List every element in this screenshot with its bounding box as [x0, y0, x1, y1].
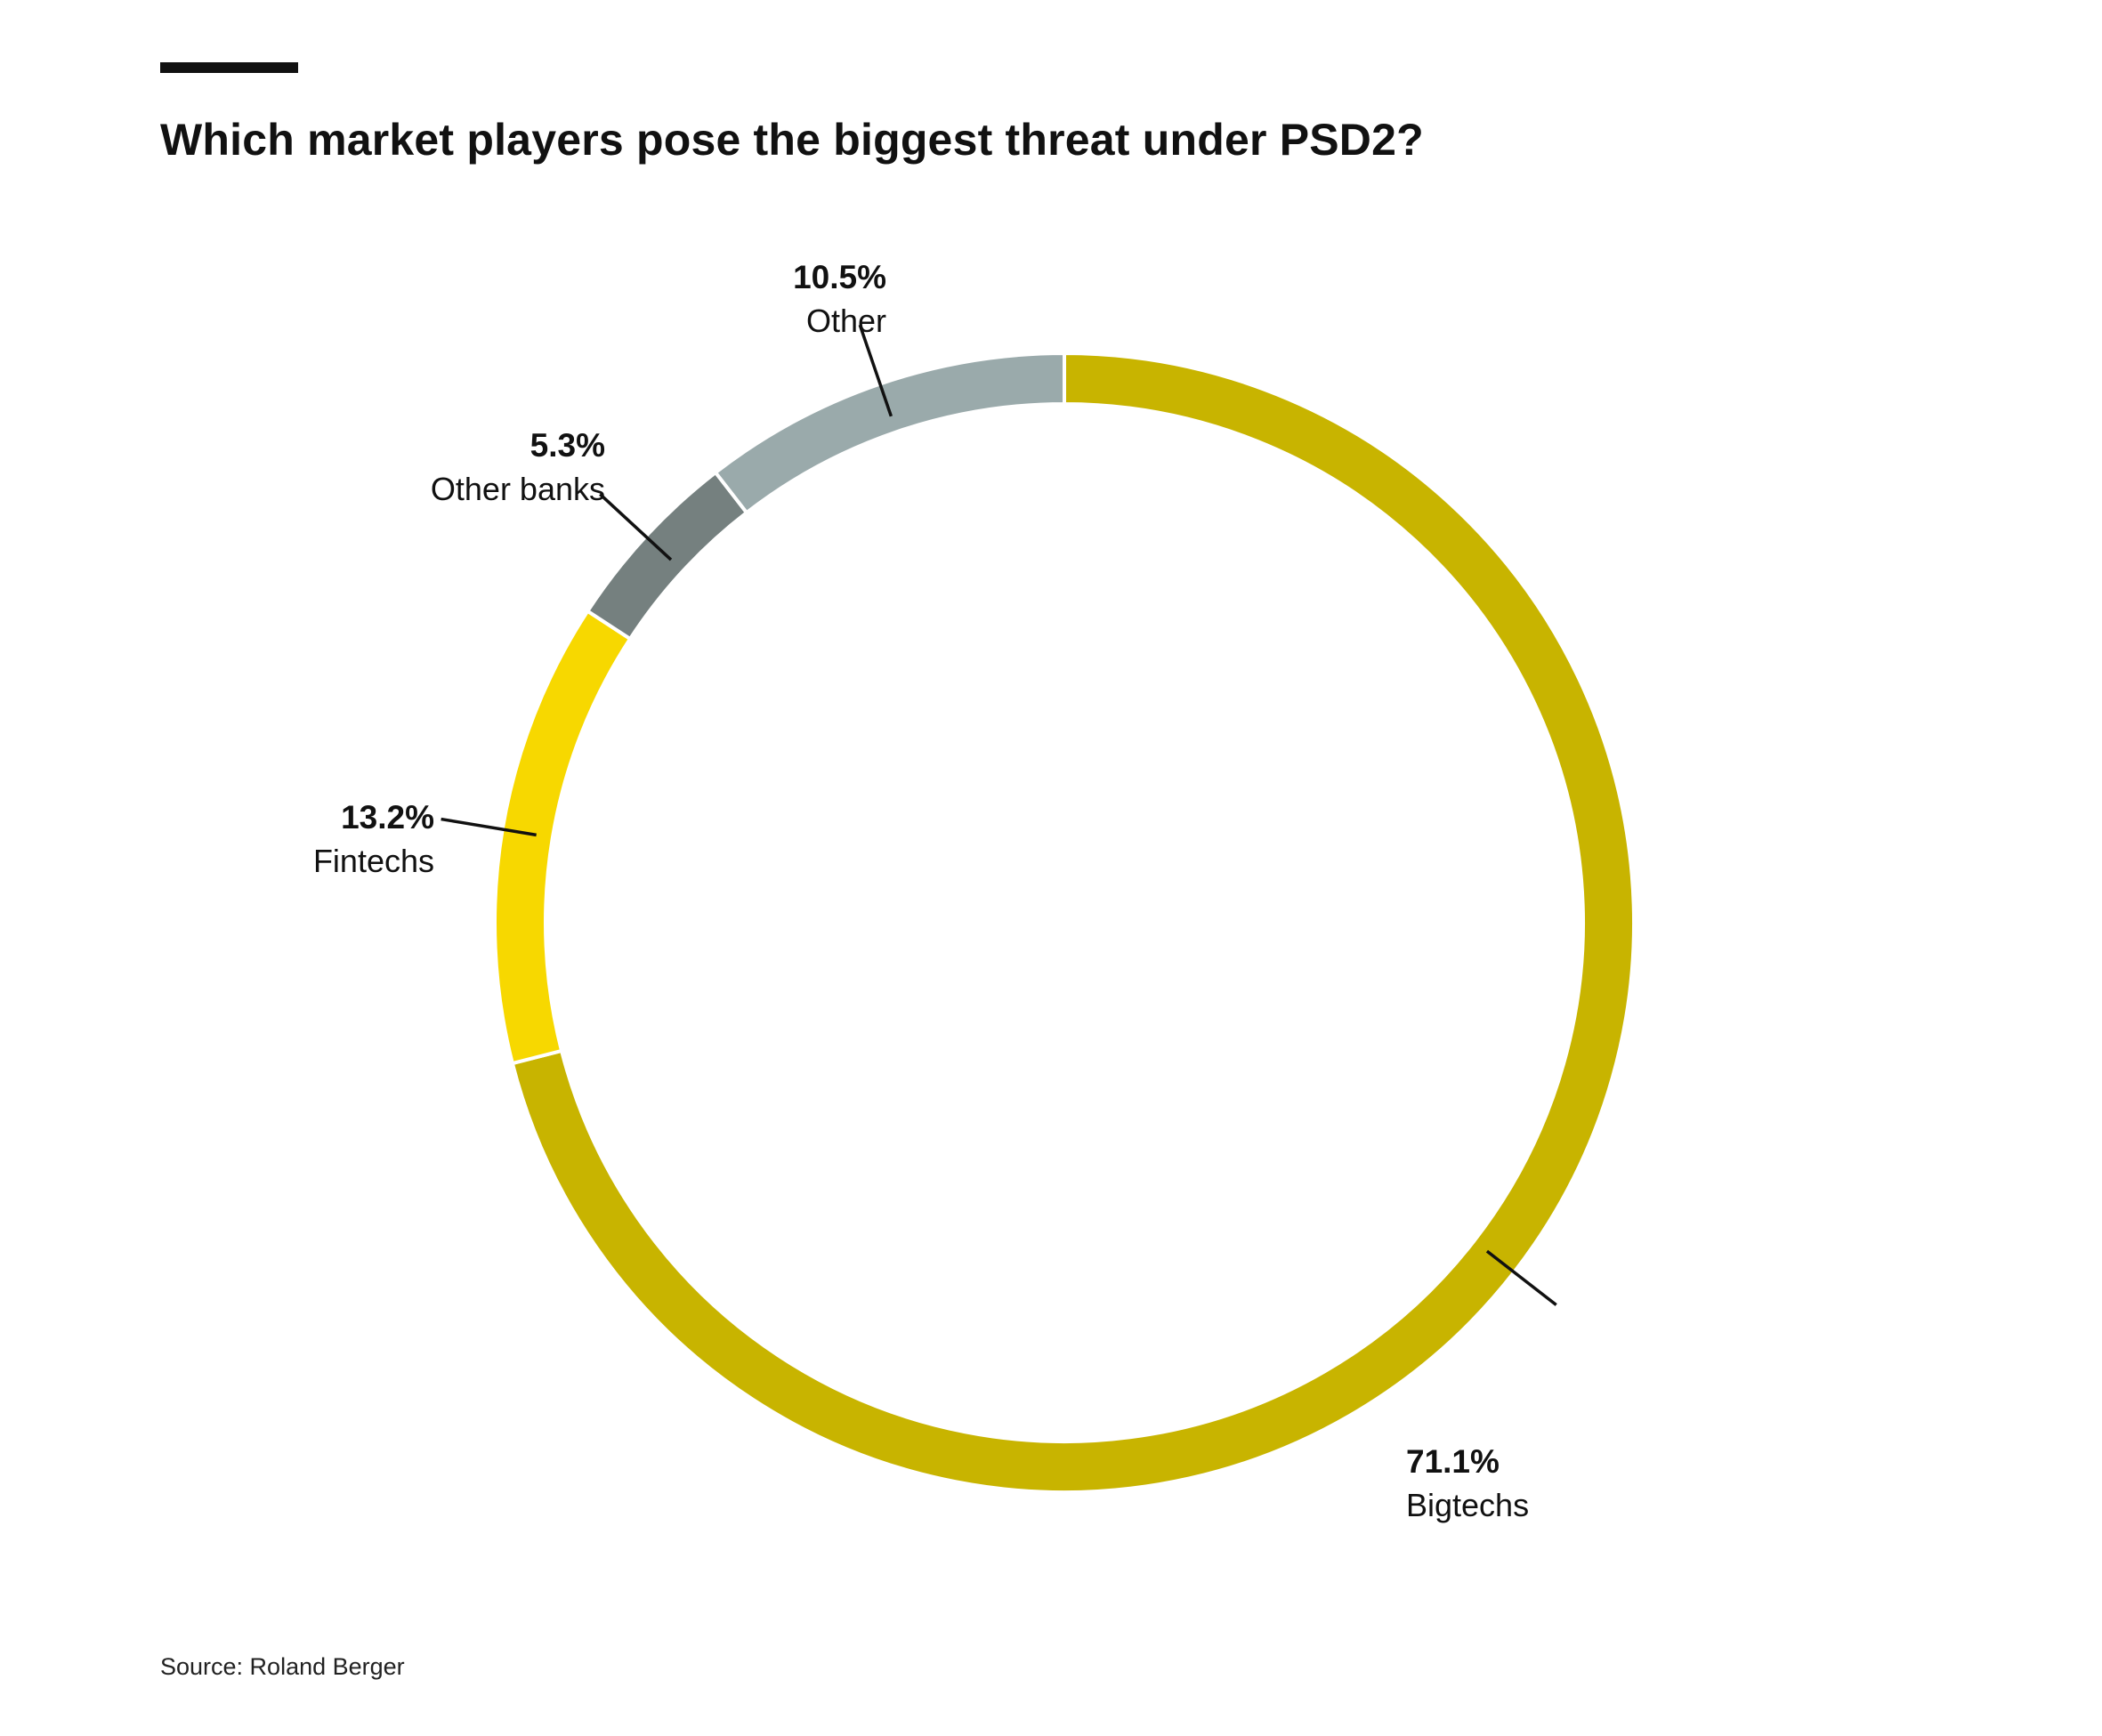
leader-line-bigtechs — [1485, 1249, 1557, 1306]
slice-bigtechs — [510, 351, 1636, 1494]
value-label-other: 10.5% — [793, 259, 886, 295]
title-accent-bar — [160, 62, 298, 73]
category-label-other-banks: Other banks — [431, 471, 605, 507]
source-note: Source: Roland Berger — [160, 1653, 405, 1680]
value-label-fintechs: 13.2% — [341, 799, 434, 836]
category-label-bigtechs: Bigtechs — [1406, 1487, 1529, 1523]
leader-line-fintechs — [441, 817, 537, 837]
category-label-fintechs: Fintechs — [313, 843, 434, 879]
leader-line-other — [858, 324, 893, 417]
value-label-bigtechs: 71.1% — [1406, 1443, 1500, 1480]
slice-fintechs — [493, 609, 633, 1066]
slice-labels: 71.1% Bigtechs 13.2% Fintechs 5.3% Other bank… — [313, 259, 1529, 1523]
donut-slices — [493, 351, 1636, 1494]
label-leader-lines — [441, 324, 1557, 1306]
category-label-other: Other — [806, 303, 886, 339]
slice-other — [713, 351, 1066, 515]
chart-title: Which market players pose the biggest th… — [160, 115, 1424, 165]
leader-line-other-banks — [599, 493, 673, 561]
value-label-other-banks: 5.3% — [530, 427, 605, 464]
